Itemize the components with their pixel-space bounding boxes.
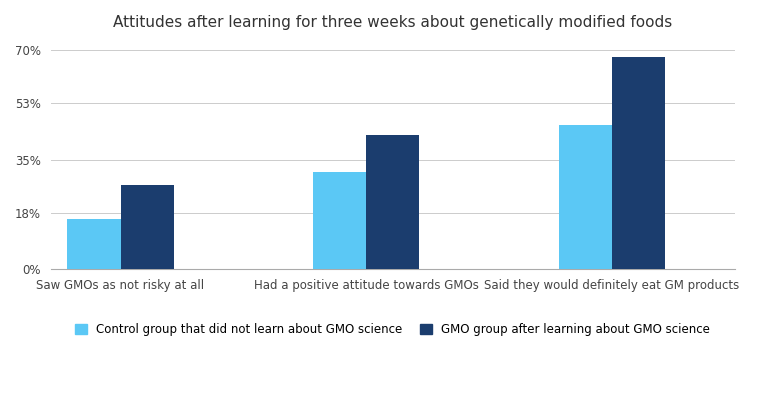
Bar [366,135,419,269]
Bar [120,185,173,269]
Legend: Control group that did not learn about GMO science, GMO group after learning abo: Control group that did not learn about G… [75,323,710,336]
Bar [68,219,120,269]
Title: Attitudes after learning for three weeks about genetically modified foods: Attitudes after learning for three weeks… [113,15,672,30]
Bar [611,57,665,269]
Bar [559,125,611,269]
Bar [313,172,366,269]
